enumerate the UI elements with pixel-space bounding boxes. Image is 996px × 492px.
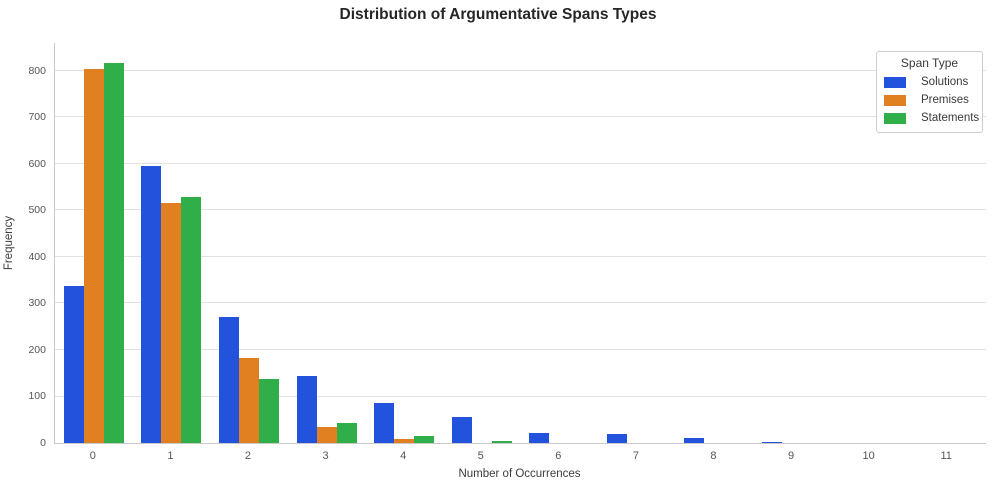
bar-solutions-x2	[218, 316, 239, 443]
bar-solutions-x3	[296, 376, 317, 443]
legend-item-statements: Statements	[877, 109, 982, 127]
x-tick-label-11: 11	[940, 450, 952, 462]
bar-solutions-x5	[451, 416, 472, 443]
bar-statements-x2	[258, 379, 279, 443]
bar-premises-x2	[238, 358, 259, 443]
y-tick-label-500: 500	[28, 204, 46, 217]
y-tick-label-100: 100	[28, 390, 46, 403]
gridline-y-400	[55, 255, 986, 257]
x-tick-label-4: 4	[400, 450, 407, 462]
chart-title: Distribution of Argumentative Spans Type…	[339, 6, 657, 23]
gridline-y-500	[55, 209, 986, 211]
legend-swatch-solutions	[884, 76, 906, 88]
x-tick-label-1: 1	[167, 450, 174, 462]
y-tick-label-600: 600	[28, 157, 46, 170]
bar-solutions-x8	[684, 438, 705, 443]
gridline-y-600	[55, 162, 986, 164]
plot-area	[54, 43, 986, 444]
legend: Span Type Solutions Premises Statements	[876, 51, 983, 133]
y-tick-label-400: 400	[28, 250, 46, 263]
bar-premises-x3	[316, 426, 337, 443]
x-axis-label: Number of Occurrences	[458, 468, 581, 480]
legend-item-premises: Premises	[877, 91, 982, 109]
y-tick-label-800: 800	[28, 64, 46, 77]
legend-label-solutions: Solutions	[921, 76, 969, 88]
gridline-y-700	[55, 116, 986, 118]
x-tick-label-7: 7	[632, 450, 639, 462]
x-tick-label-8: 8	[710, 450, 717, 462]
gridline-y-800	[55, 69, 986, 71]
gridline-y-100	[55, 395, 986, 397]
bar-statements-x0	[103, 62, 124, 443]
x-tick-label-5: 5	[477, 450, 484, 462]
x-tick-label-3: 3	[322, 450, 329, 462]
bar-statements-x3	[336, 423, 357, 443]
x-tick-label-10: 10	[862, 450, 875, 462]
y-tick-label-700: 700	[28, 111, 46, 124]
bar-premises-x1	[161, 202, 182, 443]
x-tick-label-0: 0	[89, 450, 96, 462]
bar-premises-x4	[394, 439, 415, 443]
x-tick-label-6: 6	[555, 450, 562, 462]
bar-solutions-x0	[63, 285, 84, 443]
bar-solutions-x6	[529, 433, 550, 443]
bar-solutions-x1	[141, 165, 162, 443]
bar-solutions-x4	[374, 403, 395, 443]
bar-statements-x4	[414, 436, 435, 443]
bar-statements-x5	[491, 441, 512, 443]
bar-premises-x0	[83, 69, 104, 443]
bar-solutions-x7	[606, 433, 627, 443]
legend-items: Solutions Premises Statements	[877, 73, 982, 127]
gridline-y-300	[55, 302, 986, 304]
legend-item-solutions: Solutions	[877, 73, 982, 91]
y-tick-label-200: 200	[28, 343, 46, 356]
legend-swatch-premises	[884, 94, 906, 106]
legend-label-premises: Premises	[921, 94, 969, 106]
legend-swatch-statements	[884, 112, 906, 124]
x-tick-label-2: 2	[244, 450, 252, 462]
legend-title: Span Type	[900, 56, 959, 70]
y-tick-label-300: 300	[28, 297, 46, 310]
x-tick-label-9: 9	[787, 450, 795, 462]
gridline-y-200	[55, 348, 986, 350]
bar-solutions-x9	[762, 442, 783, 443]
bar-statements-x1	[181, 197, 202, 443]
y-tick-label-0: 0	[40, 437, 46, 449]
legend-label-statements: Statements	[921, 112, 980, 124]
